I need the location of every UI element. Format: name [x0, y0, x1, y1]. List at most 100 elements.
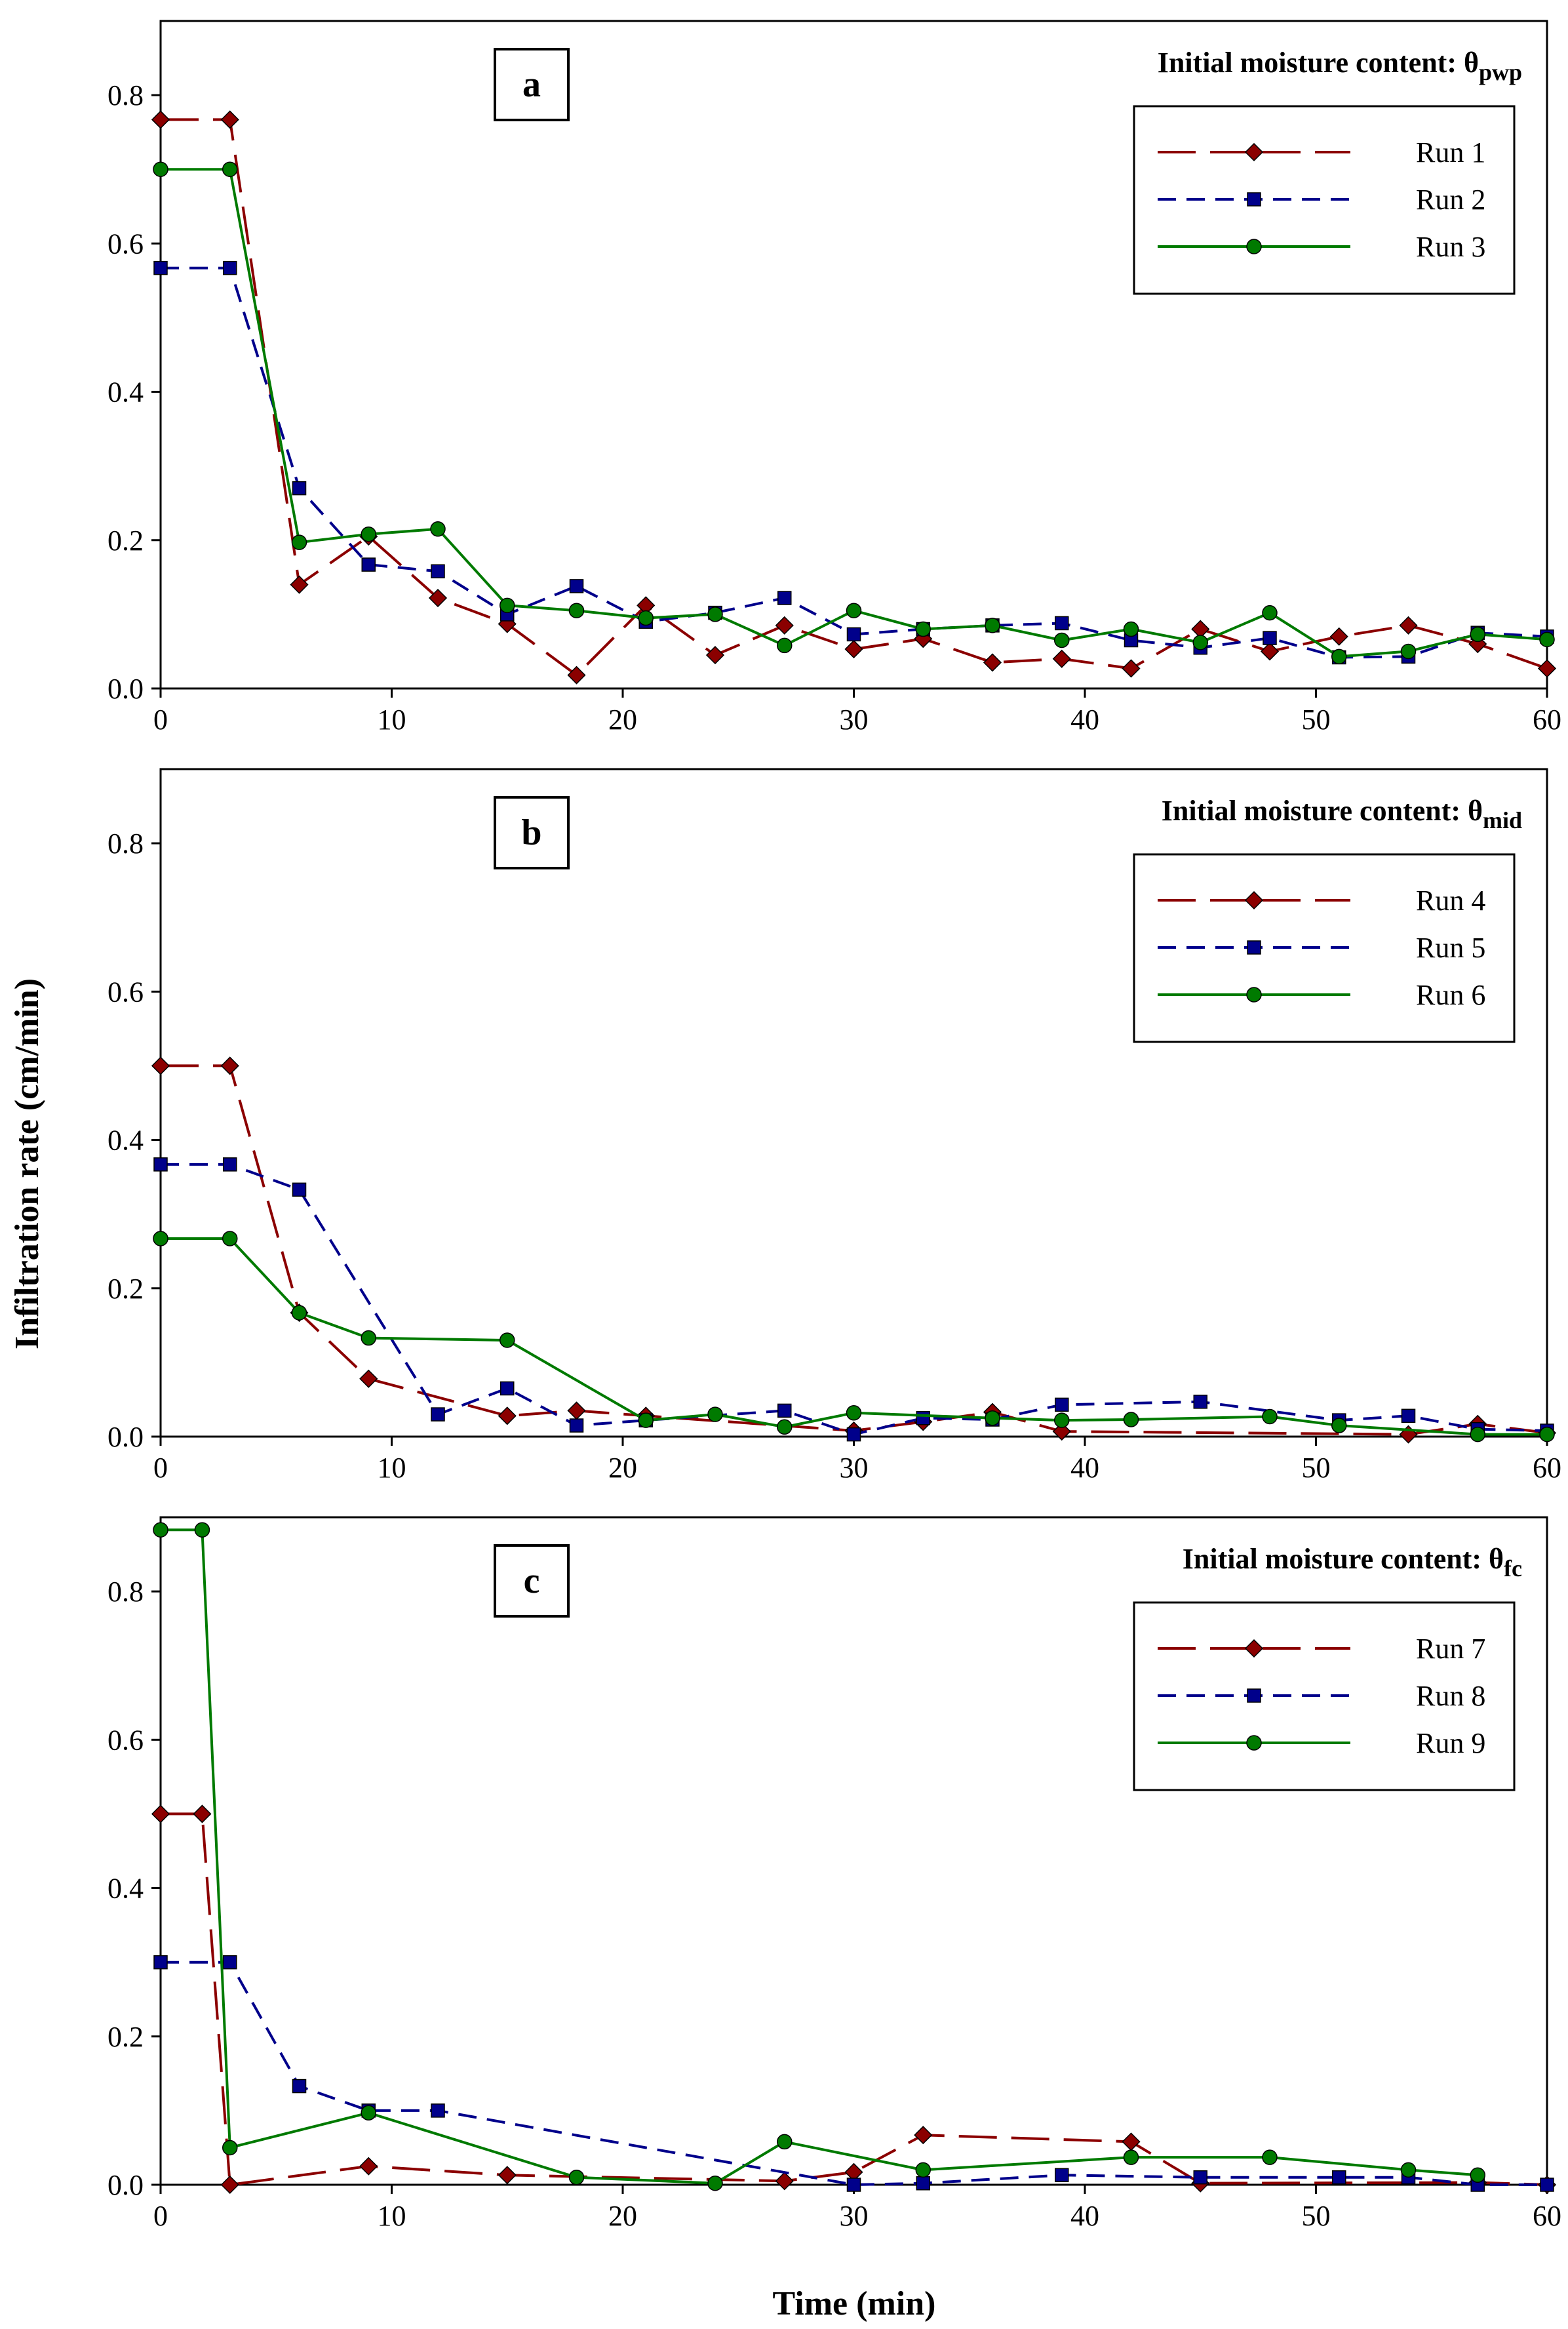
y-tick-label: 0.0: [108, 673, 144, 705]
x-tick-label: 0: [153, 704, 168, 736]
data-point: [567, 1401, 586, 1420]
data-point: [361, 557, 376, 572]
data-point: [153, 1231, 168, 1246]
data-point: [1470, 2167, 1485, 2183]
data-point: [1193, 1395, 1207, 1409]
data-point: [1540, 2178, 1554, 2192]
data-point: [151, 1056, 170, 1075]
data-point: [431, 1407, 445, 1422]
x-tick-label: 30: [840, 704, 869, 736]
data-point: [153, 1955, 168, 1970]
data-point: [292, 481, 307, 496]
legend-label: Run 2: [1416, 184, 1485, 216]
data-point: [1123, 2149, 1139, 2165]
data-point: [1539, 631, 1555, 648]
x-axis-title: Time (min): [773, 2285, 936, 2322]
data-point: [707, 2175, 723, 2191]
legend-marker: [1244, 890, 1264, 910]
data-point: [290, 575, 309, 594]
y-tick-label: 0.4: [108, 1125, 144, 1157]
legend: Run 1 Run 2 Run 3: [1133, 105, 1516, 295]
data-point: [705, 646, 725, 665]
data-point: [1122, 2132, 1141, 2151]
x-tick-label: 40: [1070, 704, 1099, 736]
x-tick-label: 20: [608, 704, 637, 736]
legend-label: Run 6: [1416, 979, 1485, 1011]
y-tick-label: 0.2: [108, 2021, 144, 2053]
series-run-3: [153, 161, 1555, 665]
data-point: [846, 1427, 861, 1442]
data-point: [638, 1412, 654, 1428]
data-point: [569, 579, 584, 593]
data-point: [498, 2166, 517, 2185]
data-point: [359, 2157, 378, 2176]
data-point: [361, 2105, 376, 2121]
x-tick-label: 10: [378, 704, 406, 736]
legend-marker: [1244, 142, 1264, 162]
data-point: [846, 627, 861, 642]
series-line: [161, 1237, 1547, 1436]
x-tick-label: 50: [1302, 1452, 1331, 1484]
data-point: [1193, 2170, 1207, 2185]
data-point: [1400, 643, 1417, 660]
data-point: [498, 1406, 517, 1425]
data-point: [915, 621, 931, 637]
annotation-subscript: mid: [1483, 807, 1522, 833]
data-point: [915, 2162, 931, 2178]
data-point: [1055, 1397, 1069, 1412]
data-point: [153, 1157, 168, 1172]
legend-label: Run 3: [1416, 231, 1485, 263]
data-point: [428, 588, 448, 608]
data-point: [500, 597, 515, 614]
data-point: [1123, 621, 1139, 637]
legend-marker: [1246, 239, 1262, 254]
x-tick-label: 60: [1533, 704, 1561, 736]
annotation-text: Initial moisture content: θ: [1183, 1543, 1504, 1575]
data-point: [361, 1330, 376, 1346]
panel-letter-box: [494, 796, 570, 869]
data-point: [707, 1406, 723, 1422]
data-point: [222, 2140, 238, 2156]
data-point: [914, 2126, 933, 2145]
legend-marker: [1247, 1688, 1261, 1703]
data-point: [569, 1418, 584, 1433]
x-tick-label: 60: [1533, 1452, 1561, 1484]
y-tick-label: 0.6: [108, 976, 144, 1008]
data-point: [844, 639, 863, 659]
data-point: [1537, 659, 1557, 678]
x-tick-label: 10: [378, 2200, 406, 2232]
data-point: [361, 526, 376, 542]
data-point: [707, 607, 723, 622]
y-tick-label: 0.4: [108, 376, 144, 408]
data-point: [846, 603, 862, 618]
data-point: [916, 1410, 930, 1425]
data-point: [777, 1419, 793, 1435]
data-point: [777, 1403, 792, 1418]
data-point: [916, 2176, 930, 2191]
y-tick-label: 0.4: [108, 1873, 144, 1905]
data-point: [1401, 1408, 1416, 1423]
y-tick-label: 0.8: [108, 827, 144, 860]
data-point: [151, 110, 170, 129]
annotation-subscript: pwp: [1479, 59, 1522, 85]
panel-c: 0.0 0.2 0.4 0.6 0.8 0 10 20 30 40 50 60 c Initial moi…: [108, 1516, 1561, 2232]
legend-label: Run 1: [1416, 136, 1485, 169]
data-point: [1122, 659, 1141, 678]
data-point: [775, 616, 794, 635]
x-tick-label: 20: [608, 1452, 637, 1484]
legend-frame: [1133, 105, 1516, 295]
annotation-text: Initial moisture content: θ: [1158, 47, 1479, 79]
data-point: [151, 1804, 170, 1823]
legend-label: Run 7: [1416, 1633, 1485, 1665]
series-run-9: [153, 1522, 1485, 2191]
legend-marker: [1247, 940, 1261, 955]
series-line: [161, 1163, 1548, 1436]
annotation-subscript: fc: [1504, 1555, 1522, 1582]
legend-label: Run 9: [1416, 1727, 1485, 1759]
data-point: [1399, 616, 1418, 635]
x-tick-label: 60: [1533, 2200, 1561, 2232]
data-point: [153, 260, 168, 275]
data-point: [1331, 648, 1347, 665]
data-point: [1052, 649, 1071, 668]
